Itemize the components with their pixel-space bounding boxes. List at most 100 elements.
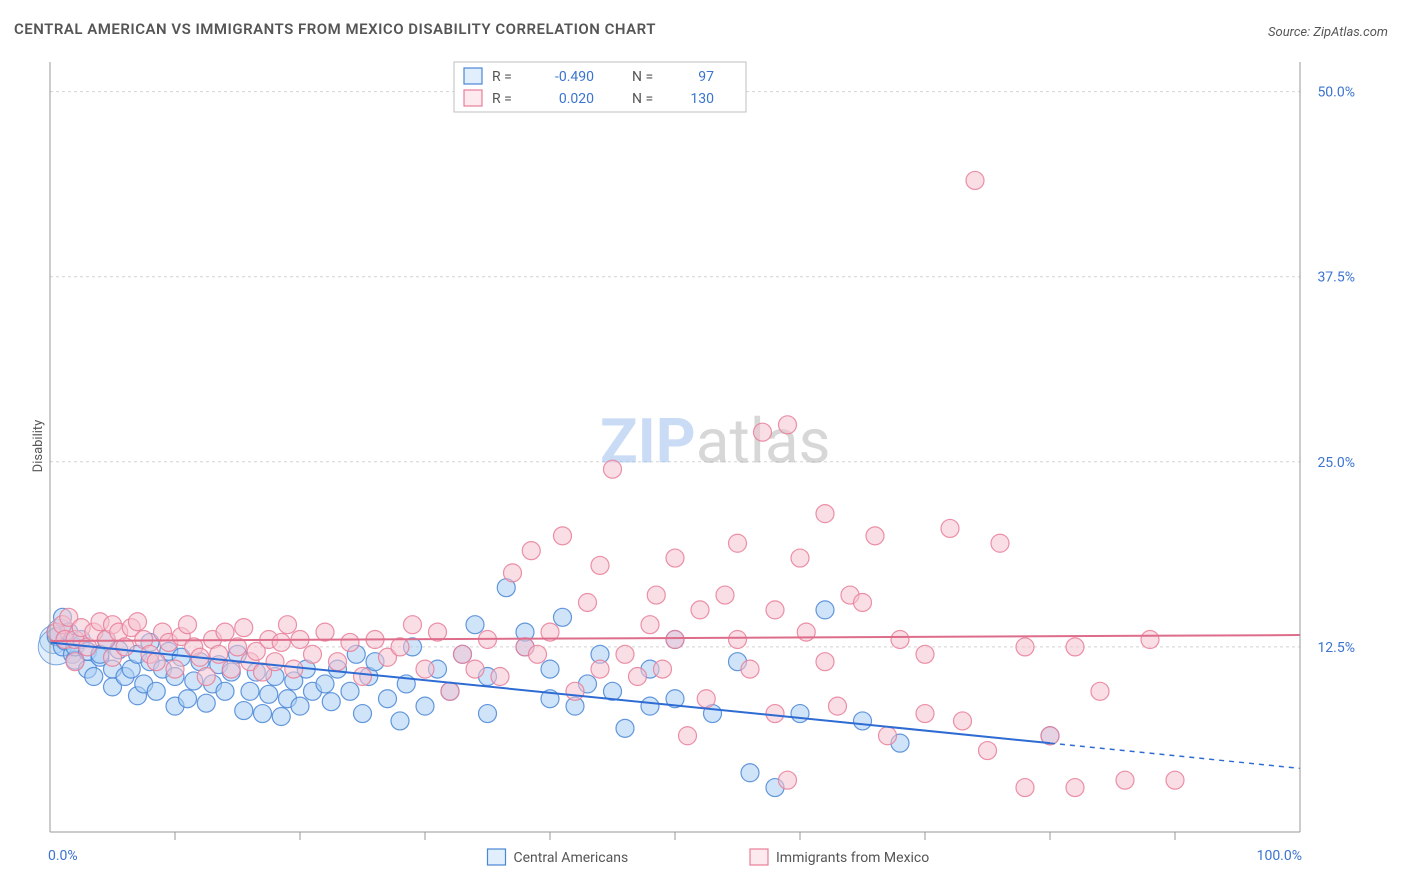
scatter-point bbox=[1016, 779, 1034, 797]
scatter-point bbox=[379, 690, 397, 708]
scatter-point bbox=[816, 653, 834, 671]
y-tick-label: 12.5% bbox=[1317, 640, 1355, 656]
scatter-point bbox=[647, 586, 665, 604]
scatter-point bbox=[1116, 771, 1134, 789]
svg-text:ZIPatlas: ZIPatlas bbox=[600, 405, 831, 478]
scatter-point bbox=[322, 693, 340, 711]
scatter-point bbox=[1091, 682, 1109, 700]
scatter-point bbox=[235, 619, 253, 637]
scatter-point bbox=[891, 631, 909, 649]
r-value: 0.020 bbox=[559, 91, 594, 107]
scatter-point bbox=[697, 690, 715, 708]
scatter-point bbox=[616, 645, 634, 663]
scatter-point bbox=[147, 653, 165, 671]
scatter-point bbox=[129, 613, 147, 631]
scatter-point bbox=[591, 556, 609, 574]
scatter-point bbox=[666, 549, 684, 567]
scatter-point bbox=[216, 682, 234, 700]
scatter-point bbox=[741, 764, 759, 782]
scatter-point bbox=[404, 616, 422, 634]
scatter-point bbox=[829, 697, 847, 715]
scatter-point bbox=[416, 697, 434, 715]
scatter-point bbox=[235, 702, 253, 720]
scatter-point bbox=[266, 653, 284, 671]
scatter-point bbox=[491, 668, 509, 686]
scatter-point bbox=[791, 549, 809, 567]
scatter-point bbox=[916, 705, 934, 723]
scatter-point bbox=[66, 653, 84, 671]
scatter-point bbox=[179, 616, 197, 634]
scatter-point bbox=[1016, 638, 1034, 656]
scatter-point bbox=[279, 616, 297, 634]
n-value: 97 bbox=[698, 69, 714, 85]
legend-label: Immigrants from Mexico bbox=[776, 850, 929, 866]
legend-label: Central Americans bbox=[514, 850, 629, 866]
scatter-point bbox=[1066, 779, 1084, 797]
scatter-point bbox=[966, 171, 984, 189]
scatter-point bbox=[766, 705, 784, 723]
scatter-point bbox=[216, 623, 234, 641]
x-tick-label: 0.0% bbox=[48, 848, 78, 864]
chart-container: CENTRAL AMERICAN VS IMMIGRANTS FROM MEXI… bbox=[0, 0, 1406, 892]
scatter-point bbox=[272, 633, 290, 651]
y-tick-label: 37.5% bbox=[1317, 270, 1355, 286]
scatter-point bbox=[554, 608, 572, 626]
scatter-point bbox=[316, 675, 334, 693]
scatter-point bbox=[879, 727, 897, 745]
scatter-point bbox=[991, 534, 1009, 552]
scatter-point bbox=[466, 660, 484, 678]
scatter-point bbox=[604, 460, 622, 478]
scatter-point bbox=[222, 660, 240, 678]
r-value: -0.490 bbox=[555, 69, 594, 85]
scatter-point bbox=[754, 423, 772, 441]
scatter-point bbox=[241, 682, 259, 700]
legend-swatch bbox=[464, 90, 482, 106]
scatter-point bbox=[579, 593, 597, 611]
scatter-point bbox=[866, 527, 884, 545]
scatter-point bbox=[1141, 631, 1159, 649]
scatter-point bbox=[591, 660, 609, 678]
scatter-point bbox=[197, 668, 215, 686]
scatter-point bbox=[616, 719, 634, 737]
scatter-point bbox=[779, 416, 797, 434]
scatter-point bbox=[341, 682, 359, 700]
scatter-point bbox=[816, 505, 834, 523]
svg-text:R =: R = bbox=[492, 91, 512, 107]
scatter-point bbox=[666, 631, 684, 649]
scatter-point bbox=[916, 645, 934, 663]
scatter-point bbox=[979, 742, 997, 760]
scatter-point bbox=[254, 705, 272, 723]
scatter-point bbox=[466, 616, 484, 634]
svg-text:N =: N = bbox=[632, 69, 653, 85]
scatter-point bbox=[641, 697, 659, 715]
scatter-point bbox=[791, 705, 809, 723]
scatter-point bbox=[729, 631, 747, 649]
scatter-point bbox=[441, 682, 459, 700]
trend-line-extrapolated bbox=[1050, 743, 1300, 768]
scatter-point bbox=[354, 705, 372, 723]
scatter-point bbox=[679, 727, 697, 745]
scatter-point bbox=[629, 668, 647, 686]
scatter-point bbox=[816, 601, 834, 619]
scatter-point bbox=[504, 564, 522, 582]
scatter-point bbox=[304, 645, 322, 663]
scatter-point bbox=[147, 682, 165, 700]
scatter-point bbox=[341, 633, 359, 651]
scatter-point bbox=[529, 645, 547, 663]
scatter-point bbox=[197, 694, 215, 712]
scatter-point bbox=[354, 668, 372, 686]
scatter-point bbox=[566, 682, 584, 700]
scatter-chart: ZIPatlas0.0%100.0%12.5%25.0%37.5%50.0%R … bbox=[0, 0, 1406, 892]
y-tick-label: 50.0% bbox=[1317, 85, 1355, 101]
scatter-point bbox=[941, 519, 959, 537]
scatter-point bbox=[654, 660, 672, 678]
scatter-point bbox=[179, 690, 197, 708]
scatter-point bbox=[454, 645, 472, 663]
scatter-point bbox=[522, 542, 540, 560]
scatter-point bbox=[291, 697, 309, 715]
scatter-point bbox=[641, 616, 659, 634]
x-tick-label: 100.0% bbox=[1257, 848, 1302, 864]
trend-line bbox=[50, 642, 1050, 743]
legend-swatch bbox=[488, 849, 506, 865]
scatter-point bbox=[391, 638, 409, 656]
